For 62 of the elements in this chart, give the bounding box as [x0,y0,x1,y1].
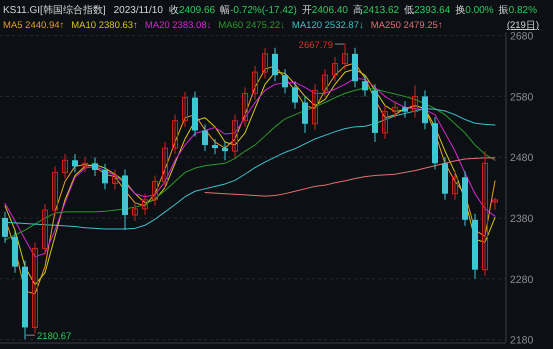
text: MA5 2440.94↑ [3,20,64,31]
candlestick [322,68,328,97]
text: (219日) [506,20,539,31]
candlestick [482,150,488,276]
text: 收2409.66 [168,5,216,16]
y-tick-label: 2180 [510,334,534,347]
text: MA120 2532.87↓ [292,20,364,31]
candlestick [362,74,368,97]
annotation: 2667.79 [298,40,333,52]
candlestick [242,86,248,128]
candlestick [72,154,78,173]
candlestick [332,56,338,82]
candlestick [222,142,228,161]
text: 振0.82% [498,4,538,16]
text: 幅-0.72%(-17.42) [220,4,297,16]
candlestick [232,114,238,158]
chart-subtitle: 2023/11/10 [114,5,164,16]
candlestick [172,114,178,155]
y-tick-label: 2380 [510,213,534,225]
text: 高2413.62 [352,4,400,16]
candlestick [162,142,168,188]
text: MA10 2380.63↑ [71,20,138,31]
candlestick [392,100,398,118]
y-tick-label: 2480 [510,152,534,164]
candlestick [452,170,458,200]
candlestick [292,80,298,110]
candlestick [102,163,108,190]
text: 换0.00% [455,4,494,16]
candlestick [152,174,158,206]
y-tick-label: 2680 [510,30,534,43]
candlestick [492,197,498,210]
candlestick [202,124,208,152]
candlestick [342,42,348,70]
line-series [204,157,496,197]
text: MA20 2383.08↓ [144,20,212,31]
candlestick [272,47,278,82]
text: 低2393.64 [404,5,451,16]
annotation: 2180.67 [37,331,72,342]
candlestick [92,156,98,177]
candlestick [182,91,188,128]
text: 开2406.40 [302,5,348,16]
candlestick [112,168,118,190]
candlestick [142,193,148,216]
candlestick [82,156,88,173]
candlestick [282,68,288,94]
y-tick-label: 2580 [510,91,534,104]
chart-title: KS11.GI[韩国综合指数] [3,4,106,16]
candlestick [32,242,38,334]
text: MA250 2479.25↑ [370,20,443,31]
candlestick [212,138,218,155]
candlestick [412,84,418,118]
candlestick [62,154,68,179]
candlestick [52,166,58,217]
candlestick [302,96,308,134]
candlestick [252,66,258,100]
y-tick-label: 2280 [510,274,534,286]
candlestick [42,204,48,255]
candlestick [382,105,388,140]
text: MA60 2475.22↓ [218,20,285,31]
candlestick [132,202,138,222]
candlestick [262,47,268,79]
candlestick [312,84,318,130]
